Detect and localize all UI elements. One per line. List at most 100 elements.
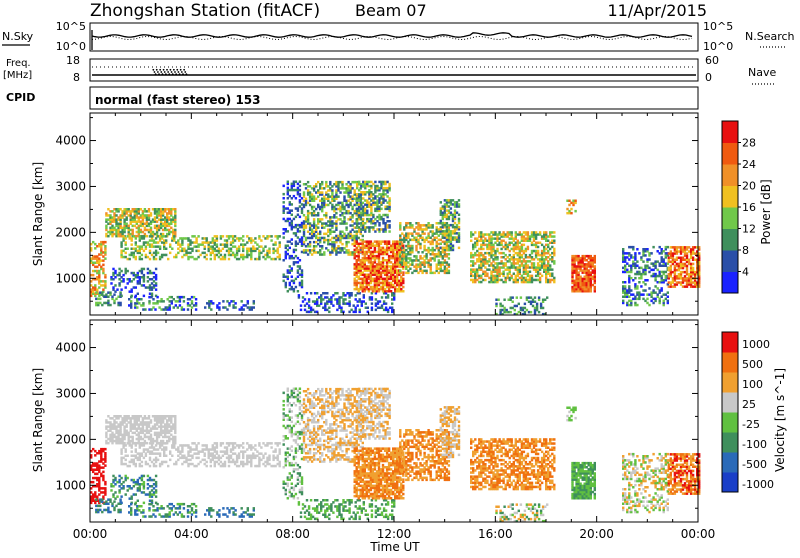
- power-cell: [142, 302, 144, 305]
- nave-dip-point: [180, 69, 182, 71]
- power-cell: [301, 269, 303, 272]
- power-cell: [686, 252, 688, 255]
- power-cell: [511, 262, 513, 265]
- power-cell: [104, 280, 106, 283]
- colorbar-segment: [722, 186, 738, 208]
- power-cell: [526, 296, 528, 299]
- power-cell: [511, 256, 513, 259]
- power-cell: [139, 270, 141, 273]
- power-cell: [644, 289, 646, 292]
- power-cell: [210, 258, 212, 261]
- power-cell: [365, 302, 367, 305]
- power-cell: [154, 308, 156, 311]
- power-cell: [162, 229, 164, 232]
- power-cell: [238, 237, 240, 240]
- noise-search-label: N.Search: [745, 30, 795, 43]
- power-cell: [101, 304, 103, 307]
- power-cell: [390, 290, 392, 293]
- power-cell: [122, 278, 124, 281]
- power-cell: [313, 210, 315, 213]
- velocity-cell: [115, 505, 117, 508]
- power-cell: [216, 235, 218, 238]
- power-cell: [474, 231, 476, 234]
- power-cell: [636, 248, 638, 251]
- power-cell: [120, 270, 122, 273]
- power-cell: [442, 205, 444, 208]
- nave-dip-point: [174, 71, 176, 73]
- power-cell: [362, 218, 364, 221]
- power-cell: [531, 275, 533, 278]
- power-cell: [317, 226, 319, 229]
- power-cell: [115, 214, 117, 217]
- power-cell: [94, 284, 96, 287]
- power-cell: [321, 187, 323, 190]
- power-cell: [242, 235, 244, 238]
- power-cell: [411, 239, 413, 242]
- velocity-cell: [109, 498, 111, 501]
- power-cell: [139, 235, 141, 238]
- power-cell: [541, 275, 543, 278]
- power-cell: [579, 276, 581, 279]
- colorbar-segment: [722, 121, 738, 143]
- power-cell: [141, 254, 143, 257]
- power-cell: [646, 279, 648, 282]
- power-cell: [279, 254, 281, 257]
- nave-dip-point: [164, 71, 166, 73]
- power-cell: [391, 307, 393, 310]
- power-cell: [157, 252, 159, 255]
- power-cell: [351, 251, 353, 254]
- freq-label-line1: Freq.: [6, 58, 31, 69]
- power-cell: [488, 252, 490, 255]
- power-cell: [405, 272, 407, 275]
- power-cell: [287, 181, 289, 184]
- power-cell: [374, 222, 376, 225]
- power-cell: [100, 280, 102, 283]
- power-cell: [151, 293, 153, 296]
- power-cell: [523, 244, 525, 247]
- power-cell: [549, 231, 551, 234]
- power-cell: [197, 250, 199, 253]
- power-cell: [442, 236, 444, 239]
- power-cell: [411, 272, 413, 275]
- power-cell: [358, 226, 360, 229]
- power-cell: [335, 189, 337, 192]
- power-cell: [336, 292, 338, 295]
- power-cell: [527, 256, 529, 259]
- power-cell: [648, 252, 650, 255]
- power-cell: [360, 278, 362, 281]
- power-cell: [299, 259, 301, 262]
- power-cell: [432, 224, 434, 227]
- power-cell: [648, 287, 650, 290]
- power-cell: [360, 243, 362, 246]
- power-cell: [146, 235, 148, 238]
- power-cell: [137, 293, 139, 296]
- power-cell: [452, 245, 454, 248]
- power-cell: [344, 298, 346, 301]
- power-cell: [640, 267, 642, 270]
- power-cell: [382, 240, 384, 243]
- power-cell: [150, 212, 152, 215]
- power-cell: [279, 235, 281, 238]
- power-cell: [92, 241, 94, 244]
- power-cell: [230, 248, 232, 251]
- power-cell: [518, 311, 520, 314]
- power-cell: [526, 309, 528, 312]
- power-cell: [634, 252, 636, 255]
- power-cell: [343, 191, 345, 194]
- power-cell: [343, 206, 345, 209]
- power-cell: [329, 243, 331, 246]
- power-cell: [678, 250, 680, 253]
- velocity-cell: [107, 442, 109, 445]
- power-cell: [214, 254, 216, 257]
- power-cell: [161, 254, 163, 257]
- nave-dip-point: [155, 73, 157, 75]
- power-cell: [295, 249, 297, 252]
- power-cell: [686, 246, 688, 249]
- power-cell: [450, 224, 452, 227]
- power-cell: [299, 265, 301, 268]
- velocity-cell: [113, 500, 115, 503]
- power-cell: [496, 248, 498, 251]
- power-cell: [305, 183, 307, 186]
- power-cell: [450, 230, 452, 233]
- power-cell: [572, 200, 574, 203]
